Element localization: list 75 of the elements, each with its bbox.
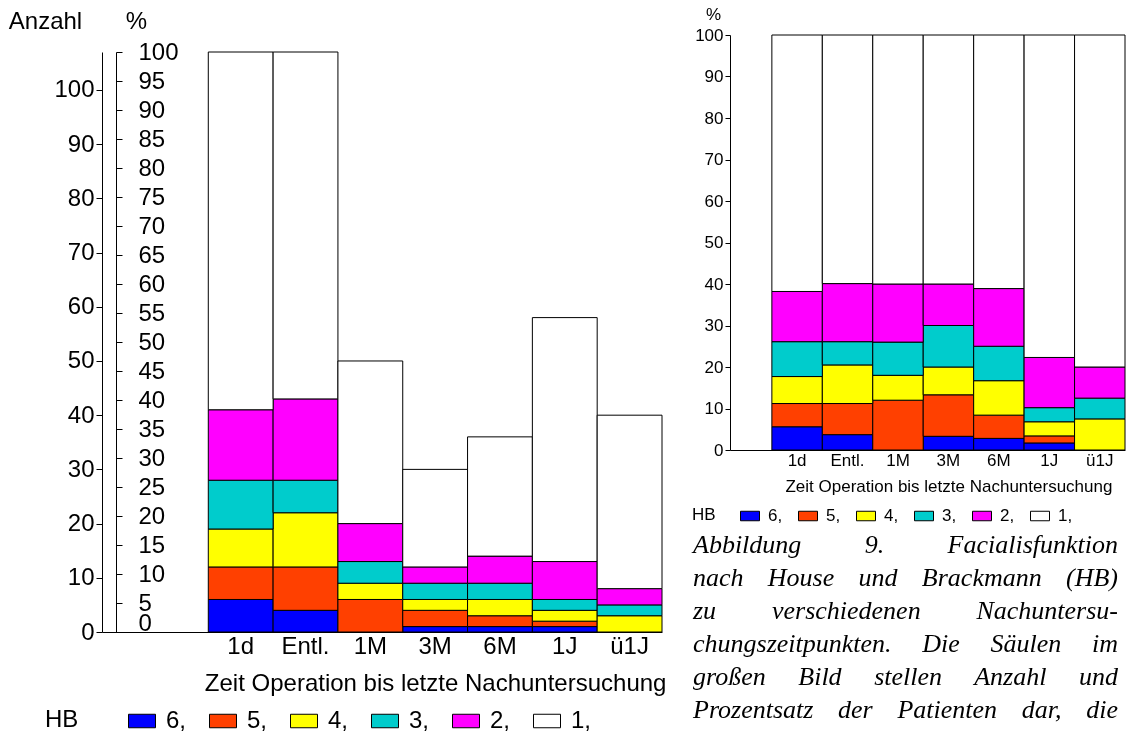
y-tick-label: 90: [67, 129, 95, 157]
legend-label: 2,: [490, 706, 511, 733]
legend-title: HB: [45, 705, 79, 732]
legend-label: 2,: [1000, 506, 1015, 525]
y-tick-label: 60: [67, 292, 95, 320]
y2-tick-label: 100: [138, 37, 179, 65]
x-tick-label: ü1J: [610, 631, 649, 659]
y-tick-label: 40: [704, 274, 724, 294]
x-tick-label: ü1J: [1086, 450, 1114, 470]
y-tick-label: 0: [81, 617, 95, 645]
y2-tick-label: 15: [138, 530, 166, 558]
legend-label: 3,: [942, 506, 957, 525]
y-tick-label: 40: [67, 400, 95, 428]
y2-tick-label: 50: [138, 327, 166, 355]
x-tick-label: 1J: [552, 631, 578, 659]
y2-tick-label: 85: [138, 124, 166, 152]
y2-tick-label: 60: [138, 269, 166, 297]
y2-tick-label: 80: [138, 153, 166, 181]
y-tick-label: 10: [704, 399, 724, 418]
y-tick-label: 80: [67, 183, 95, 211]
y-tick-label: 20: [67, 509, 95, 537]
legend-label: 4,: [328, 706, 349, 733]
text: Abbildung 9. Facialisfunktion nach House und Brackmann (HB) zu verschiedenen Nachuntersu- chungszeitpunkten. Die Säulen im großen Bild stellen Anzahl und Prozentsatz der Patienten dar, die: [693, 529, 1118, 726]
y2-axis-title: %: [125, 6, 148, 34]
x-tick-label: 1J: [1040, 450, 1059, 470]
y-tick-label: 70: [67, 238, 95, 266]
y2-tick-label: 75: [138, 182, 166, 210]
y-tick-label: 90: [704, 67, 724, 86]
legend-title: HB: [692, 505, 716, 524]
y2-tick-label: 65: [138, 240, 166, 268]
legend-label: 4,: [884, 506, 899, 525]
y-axis-title: %: [705, 4, 722, 24]
x-tick-label: 1M: [886, 450, 910, 470]
x-tick-label: 6M: [483, 631, 517, 659]
y2-tick-label: 25: [138, 472, 166, 500]
y-tick-label: 60: [704, 191, 724, 211]
x-tick-label: Entl.: [281, 631, 330, 659]
x-tick-label: 3M: [936, 450, 961, 470]
y2-tick-label: 10: [138, 559, 166, 587]
legend-label: 6,: [768, 506, 783, 525]
x-tick-label: 1d: [227, 631, 255, 659]
legend-label: 1,: [571, 706, 592, 733]
x-axis-title: Zeit Operation bis letzte Nachuntersuchung: [785, 476, 1113, 496]
y-tick-label: 50: [67, 346, 95, 374]
x-tick-label: 3M: [418, 631, 452, 659]
y2-tick-label: 35: [138, 414, 166, 442]
y2-tick-label: 90: [138, 95, 166, 123]
y2-tick-label: 30: [138, 443, 166, 471]
y-axis-title: Anzahl: [8, 6, 83, 34]
y2-tick-label: 45: [138, 356, 166, 384]
y2-tick-label: 95: [138, 66, 166, 94]
legend-label: 5,: [247, 706, 268, 733]
y2-tick-label: 55: [138, 298, 166, 326]
y-tick-label: 70: [704, 150, 724, 169]
x-tick-label: Entl.: [830, 450, 865, 470]
legend-label: 3,: [409, 706, 430, 733]
y-tick-label: 100: [695, 25, 724, 45]
y2-tick-label: 70: [138, 211, 166, 239]
x-tick-label: 1M: [353, 631, 388, 659]
y-tick-label: 50: [704, 233, 724, 252]
y-tick-label: 100: [54, 75, 95, 103]
y-tick-label: 30: [67, 454, 95, 482]
legend-label: 6,: [166, 706, 187, 733]
y-tick-label: 20: [704, 357, 724, 377]
legend-label: 5,: [826, 506, 841, 525]
x-axis-title: Zeit Operation bis letzte Nachuntersuchung: [204, 668, 667, 696]
y-tick-label: 80: [704, 108, 724, 128]
y-tick-label: 0: [714, 440, 724, 460]
x-tick-label: 6M: [987, 450, 1011, 470]
x-tick-label: 1d: [787, 450, 807, 470]
legend-label: 1,: [1058, 506, 1073, 525]
y-tick-label: 30: [704, 316, 724, 335]
y2-tick-label: 40: [138, 385, 166, 413]
y2-tick-label: 20: [138, 501, 166, 529]
y-tick-label: 10: [67, 563, 95, 591]
